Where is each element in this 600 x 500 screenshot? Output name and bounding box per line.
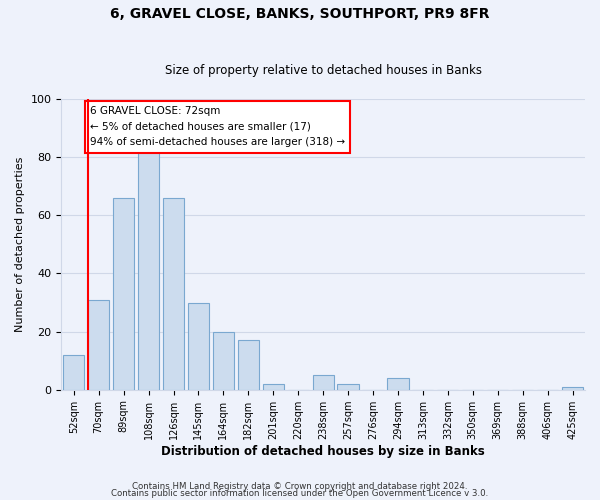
Bar [263, 384, 284, 390]
Bar [138, 146, 159, 390]
Bar [163, 198, 184, 390]
Bar [337, 384, 359, 390]
Text: 6, GRAVEL CLOSE, BANKS, SOUTHPORT, PR9 8FR: 6, GRAVEL CLOSE, BANKS, SOUTHPORT, PR9 8… [110, 8, 490, 22]
Text: Contains public sector information licensed under the Open Government Licence v : Contains public sector information licen… [112, 490, 488, 498]
X-axis label: Distribution of detached houses by size in Banks: Distribution of detached houses by size … [161, 444, 485, 458]
Bar [213, 332, 234, 390]
Bar [188, 302, 209, 390]
Bar [388, 378, 409, 390]
Text: Contains HM Land Registry data © Crown copyright and database right 2024.: Contains HM Land Registry data © Crown c… [132, 482, 468, 491]
Title: Size of property relative to detached houses in Banks: Size of property relative to detached ho… [164, 64, 482, 77]
Bar [113, 198, 134, 390]
Bar [562, 387, 583, 390]
Bar [63, 355, 85, 390]
Bar [88, 300, 109, 390]
Y-axis label: Number of detached properties: Number of detached properties [15, 156, 25, 332]
Text: 6 GRAVEL CLOSE: 72sqm
← 5% of detached houses are smaller (17)
94% of semi-detac: 6 GRAVEL CLOSE: 72sqm ← 5% of detached h… [90, 106, 345, 148]
Bar [313, 375, 334, 390]
Bar [238, 340, 259, 390]
